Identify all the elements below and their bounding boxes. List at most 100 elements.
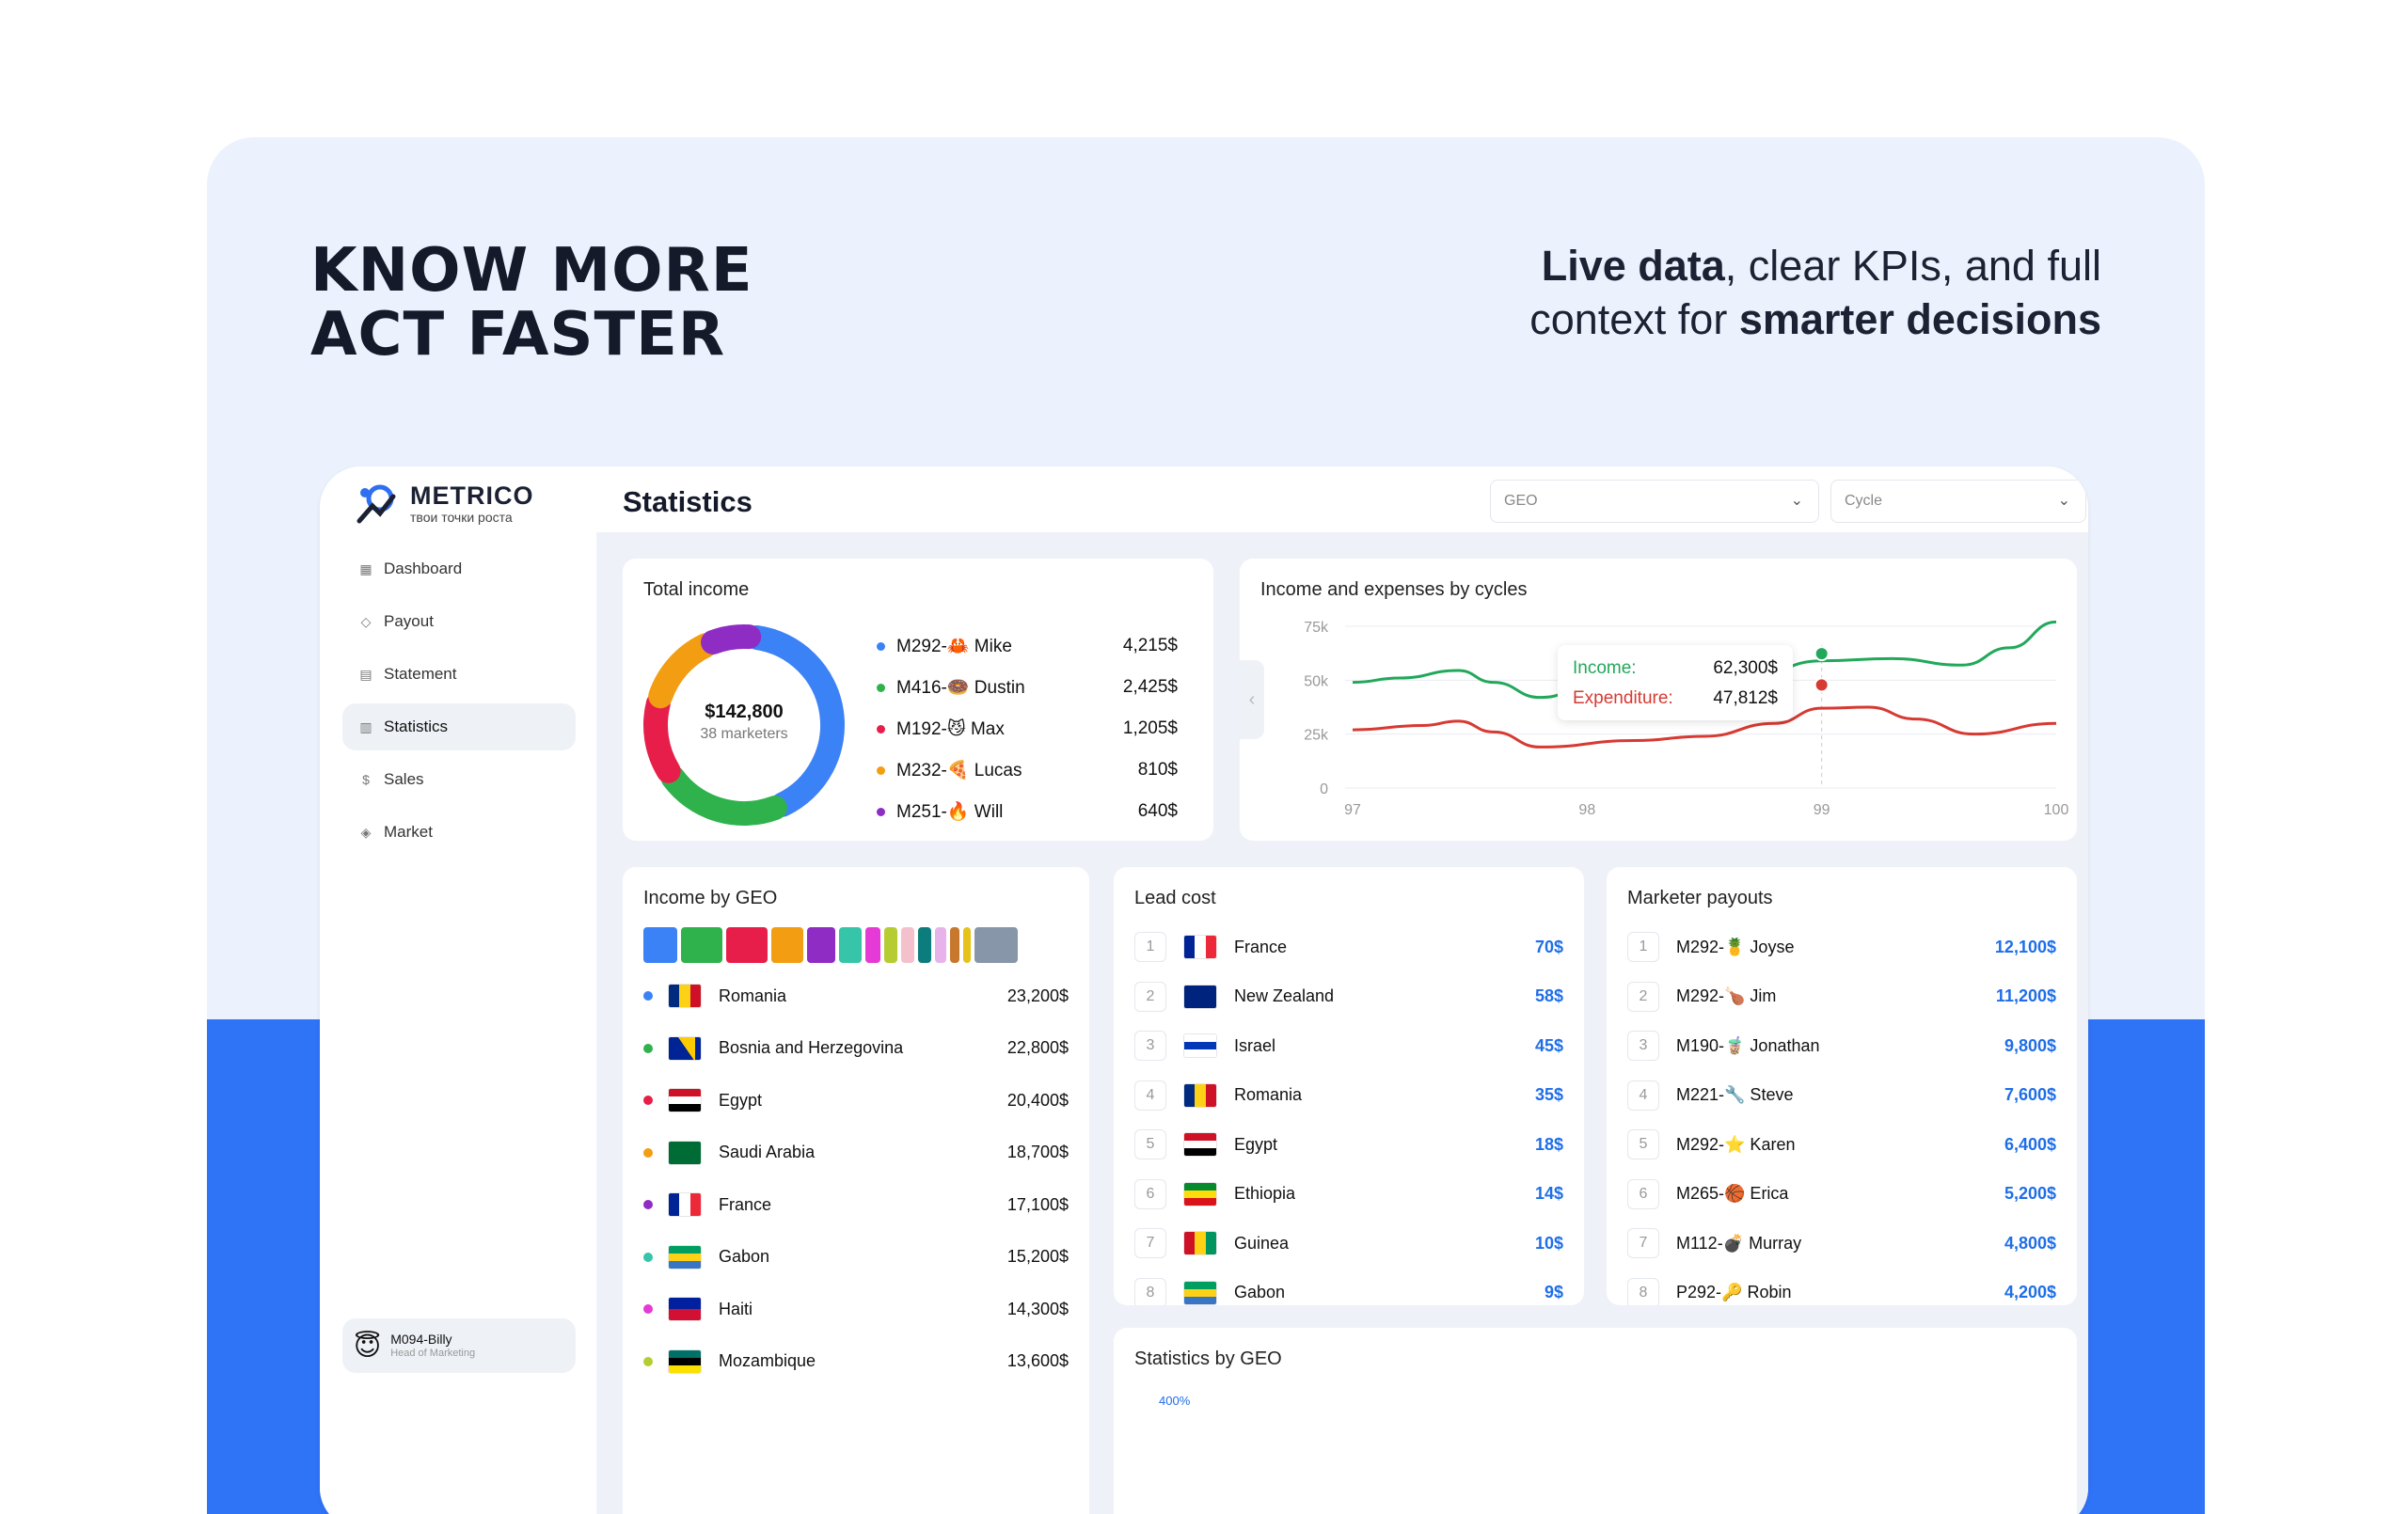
donut-segment[interactable] [701, 624, 762, 654]
country-name: Ethiopia [1234, 1184, 1296, 1203]
lead-cost-row[interactable]: 8 Gabon 9$ [1134, 1277, 1563, 1305]
geo-color-bar [643, 927, 1018, 963]
chart-tooltip: Income: 62,300$ Expenditure: 47,812$ [1558, 645, 1793, 720]
geo-bar-segment[interactable] [935, 927, 946, 963]
payout-row[interactable]: 8 P292-🔑 Robin 4,200$ [1627, 1277, 2056, 1305]
geo-dot [643, 1200, 653, 1209]
geo-row[interactable]: Egypt 20,400$ [643, 1084, 1069, 1116]
geo-bar-segment[interactable] [807, 927, 835, 963]
geo-bar-segment[interactable] [950, 927, 959, 963]
geo-bar-segment[interactable] [726, 927, 768, 963]
collapse-handle[interactable]: ‹ [1240, 660, 1264, 739]
lead-cost-row[interactable]: 2 New Zealand 58$ [1134, 981, 1563, 1013]
geo-bar-segment[interactable] [839, 927, 862, 963]
geo-bar-segment[interactable] [643, 927, 677, 963]
geo-row[interactable]: Bosnia and Herzegovina 22,800$ [643, 1033, 1069, 1065]
nav-item-sales[interactable]: $ Sales [342, 756, 576, 803]
country-value: 22,800$ [1006, 1038, 1069, 1057]
geo-bar-segment[interactable] [681, 927, 722, 963]
country-name: Haiti [719, 1299, 753, 1318]
lead-cost-row[interactable]: 3 Israel 45$ [1134, 1030, 1563, 1062]
lead-cost-row[interactable]: 1 France 70$ [1134, 931, 1563, 963]
legend-value: 2,425$ [1122, 677, 1178, 697]
lead-cost-value: 10$ [1534, 1233, 1563, 1253]
lead-cost-row[interactable]: 7 Guinea 10$ [1134, 1227, 1563, 1259]
flag-icon [1183, 1132, 1217, 1157]
chart-title: Income and expenses by cycles [1260, 579, 1528, 600]
sidebar: METRICO твои точки роста ▦ Dashboard ◇ Payo… [320, 466, 596, 1514]
sidebar-nav: ▦ Dashboard ◇ Payout ▤ Statement ▥ Statistics $ S… [342, 545, 576, 861]
geo-row[interactable]: Gabon 15,200$ [643, 1241, 1069, 1273]
donut-segment[interactable] [643, 691, 681, 783]
payout-row[interactable]: 2 M292-🍗 Jim 11,200$ [1627, 981, 2056, 1013]
flag-icon [668, 984, 702, 1008]
flag-icon [1183, 1280, 1217, 1305]
nav-item-payout[interactable]: ◇ Payout [342, 598, 576, 645]
payout-row[interactable]: 7 M112-💣 Murray 4,800$ [1627, 1227, 2056, 1259]
country-value: 23,200$ [1006, 986, 1069, 1005]
hover-point[interactable] [1814, 646, 1830, 662]
geo-bar-segment[interactable] [918, 927, 931, 963]
legend-dot [877, 807, 885, 816]
payout-row[interactable]: 3 M190-🧋 Jonathan 9,800$ [1627, 1030, 2056, 1062]
geo-row[interactable]: Romania 23,200$ [643, 980, 1069, 1012]
rank-badge: 6 [1134, 1178, 1166, 1209]
payout-row[interactable]: 1 M292-🍍 Joyse 12,100$ [1627, 931, 2056, 963]
rank-badge: 3 [1134, 1031, 1166, 1061]
donut-segment[interactable] [744, 624, 845, 817]
income-donut [643, 624, 845, 826]
payout-row[interactable]: 6 M265-🏀 Erica 5,200$ [1627, 1178, 2056, 1210]
nav-item-market[interactable]: ◈ Market [342, 809, 576, 856]
statistics-by-geo-card: Statistics by GEO 400% [1114, 1328, 2077, 1514]
rank-badge: 1 [1627, 932, 1659, 962]
nav-item-label: Payout [384, 612, 434, 630]
rank-badge: 7 [1134, 1228, 1166, 1258]
y-tick-label: 0 [1320, 781, 1328, 797]
card-title: Statistics by GEO [1134, 1348, 1282, 1369]
donut-segment[interactable] [660, 765, 787, 826]
nav-item-statistics[interactable]: ▥ Statistics [342, 703, 576, 750]
flag-icon [1183, 935, 1217, 959]
geo-select[interactable]: GEO ⌄ [1490, 480, 1819, 523]
card-title: Income by GEO [643, 888, 778, 908]
hover-point[interactable] [1814, 677, 1830, 693]
cycle-select[interactable]: Cycle ⌄ [1830, 480, 2086, 523]
rank-badge: 2 [1627, 981, 1659, 1012]
payout-row[interactable]: 4 M221-🔧 Steve 7,600$ [1627, 1080, 2056, 1112]
geo-row[interactable]: Haiti 14,300$ [643, 1293, 1069, 1325]
user-card[interactable]: 😇 M094-Billy Head of Marketing [342, 1318, 576, 1373]
flag-icon [1183, 1231, 1217, 1255]
geo-bar-segment[interactable] [884, 927, 897, 963]
geo-bar-segment[interactable] [901, 927, 914, 963]
tag-icon: ◇ [360, 613, 372, 629]
payout-value: 4,800$ [2004, 1233, 2056, 1253]
brand-logo[interactable]: METRICO твои точки роста [352, 480, 534, 528]
legend-label: M251-🔥 Will [896, 802, 1004, 822]
lead-cost-row[interactable]: 6 Ethiopia 14$ [1134, 1178, 1563, 1210]
rank-badge: 1 [1134, 932, 1166, 962]
lead-cost-row[interactable]: 4 Romania 35$ [1134, 1080, 1563, 1112]
avatar: 😇 [354, 1331, 382, 1361]
donut-segment[interactable] [648, 633, 719, 709]
user-role: Head of Marketing [390, 1348, 476, 1359]
lead-cost-row[interactable]: 5 Egypt 18$ [1134, 1128, 1563, 1160]
geo-bar-segment[interactable] [771, 927, 803, 963]
card-title: Lead cost [1134, 888, 1216, 908]
geo-row[interactable]: France 17,100$ [643, 1189, 1069, 1221]
nav-item-dashboard[interactable]: ▦ Dashboard [342, 545, 576, 592]
payout-row[interactable]: 5 M292-⭐ Karen 6,400$ [1627, 1128, 2056, 1160]
nav-item-statement[interactable]: ▤ Statement [342, 651, 576, 698]
rank-badge: 4 [1627, 1080, 1659, 1111]
country-name: Israel [1234, 1035, 1276, 1055]
legend-item: M232-🍕 Lucas 810$ [877, 756, 1178, 784]
legend-item: M251-🔥 Will 640$ [877, 797, 1178, 826]
geo-bar-segment[interactable] [974, 927, 1018, 963]
hero-panel: KNOW MORE ACT FASTER Live data, clear KP… [207, 137, 2205, 1514]
country-value: 20,400$ [1006, 1090, 1069, 1110]
geo-row[interactable]: Mozambique 13,600$ [643, 1346, 1069, 1378]
marketer-name: M292-🍗 Jim [1676, 986, 1777, 1005]
geo-bar-segment[interactable] [865, 927, 880, 963]
geo-bar-segment[interactable] [963, 927, 971, 963]
geo-row[interactable]: Saudi Arabia 18,700$ [643, 1137, 1069, 1169]
nav-item-label: Sales [384, 770, 424, 788]
